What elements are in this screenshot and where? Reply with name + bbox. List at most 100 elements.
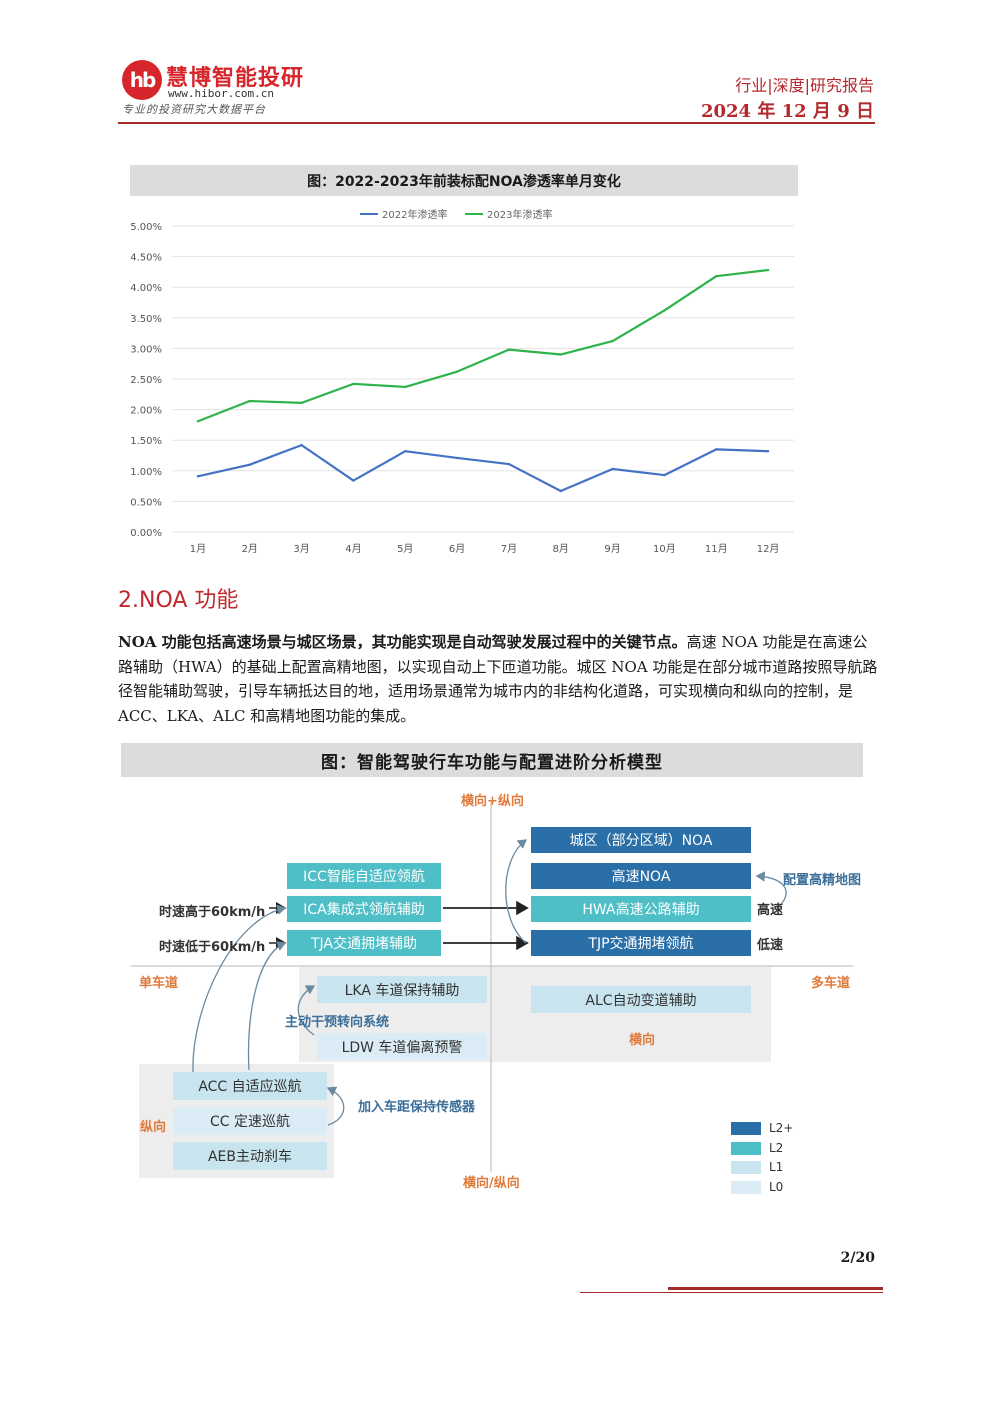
logo-icon: hb xyxy=(122,60,162,100)
footer-rule-thick xyxy=(668,1287,883,1290)
lka-box: LKA 车道保持辅助 xyxy=(317,976,487,1003)
data-point xyxy=(248,463,251,466)
data-point xyxy=(611,467,614,471)
aeb-box: AEB主动刹车 xyxy=(173,1142,327,1170)
data-point xyxy=(404,385,407,389)
hwa-box: HWA高速公路辅助 xyxy=(531,896,751,922)
data-point xyxy=(248,399,251,403)
highway-noa-box: 高速NOA xyxy=(531,863,751,889)
legend-swatch-l1 xyxy=(731,1161,761,1174)
y-tick-label: 4.50% xyxy=(130,253,162,264)
high-speed-label: 高速 xyxy=(757,903,784,918)
data-point xyxy=(663,309,666,312)
legend-label-l2plus: L2+ xyxy=(769,1121,794,1135)
axis-left-label: 单车道 xyxy=(139,976,179,991)
y-tick-label: 4.00% xyxy=(130,283,162,294)
y-tick-label: 0.50% xyxy=(130,497,162,508)
data-point xyxy=(611,339,614,343)
ica-box: ICA集成式领航辅助 xyxy=(287,896,441,922)
data-point xyxy=(715,274,718,278)
tja-box: TJA交通拥堵辅助 xyxy=(287,930,441,956)
data-point xyxy=(300,401,303,405)
logo-slogan: 专业的投资研究大数据平台 xyxy=(122,103,266,116)
cc-box: CC 定速巡航 xyxy=(173,1107,327,1135)
ldw-box: LDW 车道偏离预警 xyxy=(317,1033,487,1060)
page-number: 2/20 xyxy=(840,1250,875,1266)
y-tick-label: 1.50% xyxy=(130,436,162,447)
data-point xyxy=(507,462,511,466)
section-title: 2.NOA 功能 xyxy=(118,588,239,613)
legend-swatch-l0 xyxy=(731,1181,761,1194)
steering-label: 主动干预转向系统 xyxy=(285,1015,390,1030)
x-tick-label: 1月 xyxy=(190,543,206,555)
penetration-line-chart: 0.00% 0.50% 1.00% 1.50% 2.00% 2.50% 3.00% 3.50%… xyxy=(130,208,794,555)
report-category: 行业|深度|研究报告 xyxy=(735,76,874,95)
x-tick-label: 3月 xyxy=(293,543,309,555)
longitudinal-label: 纵向 xyxy=(140,1120,167,1135)
speed-high-label: 时速高于60km/h xyxy=(159,905,266,920)
y-tick-label: 5.00% xyxy=(130,222,162,233)
data-point xyxy=(196,475,200,478)
legend-swatch-l2plus xyxy=(731,1122,761,1135)
x-tick-label: 10月 xyxy=(653,543,676,555)
x-tick-label: 9月 xyxy=(604,543,620,555)
paragraph-body: 高速 NOA 功能是在高速公路辅助（HWA）的基础上配置高精地图，以实现自动上下… xyxy=(118,633,878,725)
y-tick-label: 0.00% xyxy=(130,528,162,539)
legend-label: 2023年渗透率 xyxy=(487,208,552,221)
data-point xyxy=(507,348,511,351)
data-point xyxy=(455,370,459,373)
icc-box: ICC智能自适应领航 xyxy=(287,863,441,889)
tjp-box: TJP交通拥堵领航 xyxy=(531,930,751,956)
diagram-arrows xyxy=(131,802,853,1172)
data-point xyxy=(196,420,200,423)
hd-map-label: 配置高精地图 xyxy=(783,873,862,888)
axis-right-label: 多车道 xyxy=(811,976,851,991)
y-tick-label: 2.00% xyxy=(130,406,162,417)
y-tick-label: 3.50% xyxy=(130,314,162,325)
legend-label-l0: L0 xyxy=(769,1180,784,1194)
axis-bottom-label: 横向/纵向 xyxy=(463,1176,520,1191)
y-tick-label: 1.00% xyxy=(130,467,162,478)
x-tick-label: 5月 xyxy=(397,543,413,555)
y-tick-label: 3.00% xyxy=(130,344,162,355)
low-speed-label: 低速 xyxy=(757,938,784,953)
acc-box: ACC 自适应巡航 xyxy=(173,1072,327,1100)
x-tick-label: 8月 xyxy=(553,543,569,555)
data-point xyxy=(559,489,562,493)
data-point xyxy=(404,450,407,453)
x-tick-label: 6月 xyxy=(449,543,465,555)
x-tick-label: 7月 xyxy=(501,543,517,555)
legend-label-l2: L2 xyxy=(769,1141,784,1155)
adas-model-diagram: 横向+纵向 横向/纵向 单车道 多车道 城区（部分区域）NOA 高速NOA HW… xyxy=(121,780,863,1210)
logo-name: 慧博智能投研 xyxy=(166,66,305,91)
figure1-title: 图：2022-2023年前装标配NOA渗透率单月变化 xyxy=(130,165,798,196)
sensor-label: 加入车距保持传感器 xyxy=(358,1100,476,1115)
speed-low-label: 时速低于60km/h xyxy=(159,940,266,955)
data-point xyxy=(352,479,355,482)
series-line-1 xyxy=(197,443,769,493)
header-divider xyxy=(118,122,875,124)
section-paragraph: NOA 功能包括高速场景与城区场景，其功能实现是自动驾驶发展过程中的关键节点。高… xyxy=(118,630,878,728)
axis-top-label: 横向+纵向 xyxy=(461,794,524,809)
data-point xyxy=(766,268,770,272)
data-point xyxy=(715,448,718,451)
x-tick-label: 4月 xyxy=(345,543,361,555)
legend-label-l1: L1 xyxy=(769,1160,784,1174)
data-point xyxy=(663,473,666,477)
data-point xyxy=(300,443,303,447)
footer-rule-thin xyxy=(580,1292,883,1293)
series-line-2 xyxy=(197,268,769,423)
x-tick-label: 11月 xyxy=(705,543,728,555)
city-noa-box: 城区（部分区域）NOA xyxy=(531,827,751,853)
x-tick-label: 12月 xyxy=(757,543,780,555)
x-tick-label: 2月 xyxy=(242,543,258,555)
data-point xyxy=(766,450,770,453)
lateral-label: 横向 xyxy=(629,1033,656,1048)
logo-url: www.hibor.com.cn xyxy=(168,87,274,100)
legend-swatch-l2 xyxy=(731,1142,761,1155)
data-point xyxy=(455,456,459,460)
data-point xyxy=(559,353,562,356)
legend-label: 2022年渗透率 xyxy=(382,208,447,221)
data-point xyxy=(352,382,355,386)
figure2-title: 图：智能驾驶行车功能与配置进阶分析模型 xyxy=(121,743,863,777)
